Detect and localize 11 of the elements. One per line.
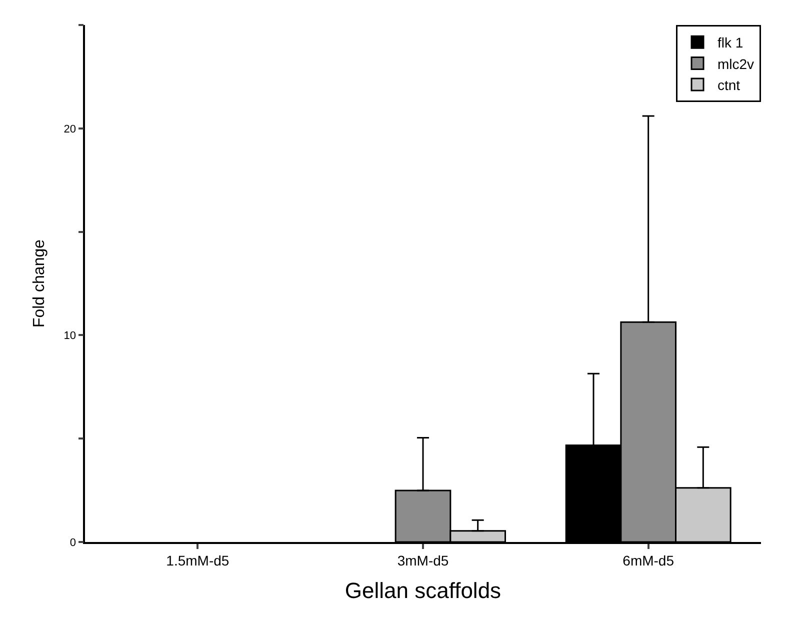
y-axis-title: Fold change <box>31 239 48 328</box>
x-tick-label: 1.5mM-d5 <box>166 552 230 569</box>
x-tick-label: 6mM-d5 <box>622 552 674 569</box>
legend-label: ctnt <box>718 76 740 93</box>
y-tick-label: 20 <box>64 123 76 136</box>
y-tick-label: 0 <box>70 536 76 549</box>
x-axis-title: Gellan scaffolds <box>344 578 502 603</box>
y-tick-label: 10 <box>64 330 76 342</box>
x-tick-label: 3mM-d5 <box>397 552 449 569</box>
legend-label: mlc2v <box>718 56 754 72</box>
legend-label: flk 1 <box>718 34 744 51</box>
